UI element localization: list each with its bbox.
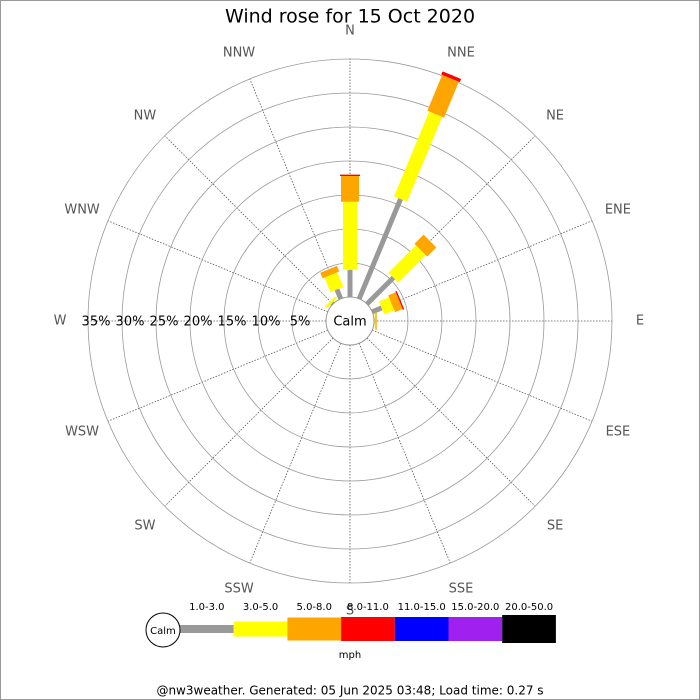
legend-swatch (233, 621, 288, 637)
direction-label: W (54, 314, 67, 329)
calm-circle (325, 296, 375, 346)
direction-label: N (345, 24, 355, 39)
bar-segment (341, 175, 359, 202)
direction-label: NNE (447, 46, 475, 61)
calm-label: Calm (333, 315, 366, 330)
bar-segment (375, 312, 377, 330)
bar-segment (388, 292, 403, 313)
bar-segment (356, 197, 403, 300)
bar-segment (330, 301, 335, 306)
legend-label: 11.0-15.0 (398, 602, 446, 613)
direction-label: WNW (64, 203, 100, 218)
legend-swatch (502, 615, 556, 643)
legend-label: 20.0-50.0 (505, 602, 553, 613)
spoke (358, 343, 451, 564)
bar-segment (394, 111, 443, 202)
r-tick-label: 35% (82, 315, 111, 330)
bar-segment (414, 234, 437, 257)
bar-segment (365, 275, 396, 306)
legend-swatch (341, 617, 395, 641)
r-tick-label: 25% (150, 315, 179, 330)
direction-label: SSW (224, 581, 254, 596)
bar-segment (388, 245, 426, 283)
spoke (164, 337, 334, 507)
direction-label: SW (134, 519, 155, 534)
footer: @nw3weather. Generated: 05 Jun 2025 03:4… (156, 684, 543, 698)
spoke (249, 78, 342, 299)
r-tick-label: 5% (290, 315, 311, 330)
spoke (107, 220, 328, 313)
direction-label: SSE (449, 581, 474, 596)
bar-segment (427, 74, 459, 118)
bar-segment (374, 314, 376, 328)
legend-label: 3.0-5.0 (243, 602, 278, 613)
legend-label: 15.0-20.0 (451, 602, 499, 613)
legend-swatch (394, 617, 449, 641)
spoke (366, 337, 536, 507)
r-tick-label: 30% (116, 315, 145, 330)
r-tick-label: 15% (218, 315, 247, 330)
direction-label: SE (547, 519, 563, 534)
bar-segment (347, 269, 353, 297)
direction-label: S (346, 604, 354, 619)
legend: 1.0-3.0 3.0-5.0 5.0-8.0 8.0-11.0 11.0-15.0 15… (145, 602, 556, 661)
legend-calm (145, 612, 181, 648)
bar-segment (343, 201, 357, 270)
legend-label: 8.0-11.0 (347, 602, 389, 613)
bar-segment (334, 288, 344, 300)
bar-segment (378, 297, 395, 315)
bar-segment (325, 296, 338, 309)
direction-label: ENE (605, 203, 631, 218)
direction-label: ESE (606, 424, 631, 439)
spoke (164, 135, 334, 305)
direction-label: WSW (65, 424, 99, 439)
bars: Calm (316, 70, 464, 349)
legend-title: mph (339, 650, 361, 661)
spoke (249, 343, 342, 564)
legend-swatch (287, 617, 342, 641)
grid-ring (121, 92, 579, 550)
spoke (107, 329, 328, 422)
grid-ring (155, 126, 545, 516)
spoke (372, 220, 593, 313)
r-tick-label: 10% (252, 315, 281, 330)
legend-calm-label: Calm (150, 626, 176, 637)
legend-label: 5.0-8.0 (297, 602, 332, 613)
bar-segment (340, 174, 360, 176)
bar-segment (371, 305, 383, 315)
direction-label: NE (546, 108, 564, 123)
direction-label: E (636, 314, 644, 329)
legend-swatch (180, 625, 234, 633)
direction-label: NW (134, 108, 157, 123)
legend-swatch (448, 617, 503, 641)
legend-label: 1.0-3.0 (189, 602, 224, 613)
direction-label: NNW (223, 46, 255, 61)
grid-ring (87, 58, 613, 584)
bar-segment (441, 71, 462, 83)
grid-ring (189, 160, 511, 482)
chart-title: Wind rose for 15 Oct 2020 (225, 6, 475, 28)
r-tick-label: 20% (184, 315, 213, 330)
bar-segment (395, 290, 405, 310)
bar-segment (320, 265, 340, 279)
bar-segment (324, 272, 344, 293)
spoke (372, 329, 593, 422)
